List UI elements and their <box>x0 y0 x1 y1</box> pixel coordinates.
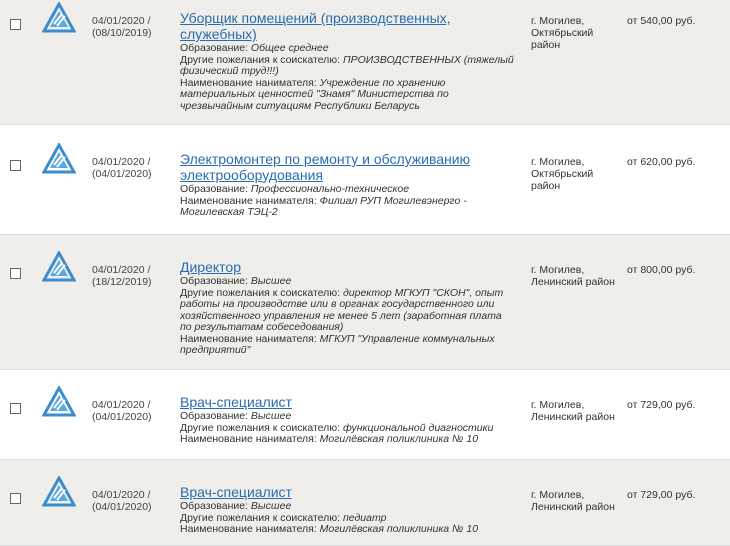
date-created: (18/12/2019) <box>92 276 152 288</box>
salary: от 729,00 руб. <box>627 489 696 501</box>
vacancy-title[interactable]: Врач-специалист <box>180 394 292 410</box>
logo <box>41 474 77 513</box>
detail-line: Образование: Высшее <box>180 410 515 423</box>
detail-value: Профессионально-техническое <box>250 183 410 195</box>
detail-line: Наименование нанимателя: Филиал РУП Моги… <box>180 194 515 219</box>
detail-line: Образование: Общее среднее <box>180 42 515 55</box>
detail-label: Другие пожелания к соискателю: <box>180 286 341 299</box>
logo <box>41 0 77 39</box>
city: г. Могилев, Ленинский район <box>531 264 615 288</box>
detail-line: Наименование нанимателя: Могилёвская пол… <box>180 523 515 536</box>
date-published: 04/01/2020 / <box>92 15 151 27</box>
detail-value: педиатр <box>342 511 387 524</box>
vacancy-title[interactable]: Электромонтер по ремонту и обслуживанию … <box>180 151 471 183</box>
detail-label: Образование: <box>180 500 248 512</box>
detail-line: Образование: Высшее <box>180 275 515 288</box>
vacancy-row: 04/01/2020 /(04/01/2020) Электромонтер по… <box>0 125 730 235</box>
detail-value: функциональной диагностики <box>342 421 494 434</box>
checkbox[interactable] <box>10 403 21 414</box>
date-created: (04/01/2020) <box>92 501 152 513</box>
salary: от 540,00 руб. <box>627 15 696 27</box>
logo <box>41 384 77 423</box>
detail-label: Наименование нанимателя: <box>180 523 317 535</box>
detail-value: МГКУП "Управление коммунальных предприят… <box>180 332 495 356</box>
detail-label: Наименование нанимателя: <box>180 433 317 445</box>
vacancy-title[interactable]: Уборщик помещений (производственных, слу… <box>180 10 451 42</box>
date-created: (08/10/2019) <box>92 27 152 39</box>
detail-label: Наименование нанимателя: <box>180 194 317 207</box>
detail-line: Наименование нанимателя: Могилёвская пол… <box>180 433 515 446</box>
detail-value: ПРОИЗВОДСТВЕННЫХ (тяжелый физический тру… <box>180 53 514 77</box>
detail-label: Другие пожелания к соискателю: <box>180 511 341 524</box>
date-published: 04/01/2020 / <box>92 264 151 276</box>
detail-value: Высшее <box>250 410 292 422</box>
detail-value: Высшее <box>250 275 292 287</box>
detail-value: Общее среднее <box>250 42 329 54</box>
detail-line: Другие пожелания к соискателю: педиатр <box>180 511 515 525</box>
logo <box>41 249 77 288</box>
checkbox[interactable] <box>10 160 21 171</box>
date-published: 04/01/2020 / <box>92 399 151 411</box>
date-published: 04/01/2020 / <box>92 156 151 168</box>
date-created: (04/01/2020) <box>92 411 152 423</box>
detail-value: директор МГКУП "СКОН", опыт работы на пр… <box>180 286 504 333</box>
vacancy-info: Директор Образование: Высшее Другие пожела… <box>180 259 515 357</box>
vacancy-info: Электромонтер по ремонту и обслуживанию … <box>180 151 515 219</box>
detail-label: Наименование нанимателя: <box>180 332 317 345</box>
city: г. Могилев, Ленинский район <box>531 489 615 513</box>
vacancy-row: 04/01/2020 /(04/01/2020) Врач-специалист О… <box>0 370 730 460</box>
detail-value: Могилёвская поликлиника № 10 <box>319 433 479 445</box>
detail-value: Высшее <box>250 500 292 512</box>
detail-line: Другие пожелания к соискателю: ПРОИЗВОДС… <box>180 53 515 78</box>
logo <box>41 141 77 180</box>
detail-line: Наименование нанимателя: МГКУП "Управлен… <box>180 332 515 357</box>
city: г. Могилев, Ленинский район <box>531 399 615 423</box>
salary: от 620,00 руб. <box>627 156 696 168</box>
vacancy-info: Врач-специалист Образование: Высшее Другие… <box>180 394 515 446</box>
vacancy-title[interactable]: Врач-специалист <box>180 484 292 500</box>
salary: от 729,00 руб. <box>627 399 696 411</box>
detail-label: Образование: <box>180 275 248 287</box>
date: 04/01/2020 /(04/01/2020) <box>92 399 152 423</box>
detail-line: Другие пожелания к соискателю: функциона… <box>180 421 515 435</box>
checkbox[interactable] <box>10 19 21 30</box>
date-created: (04/01/2020) <box>92 168 152 180</box>
date: 04/01/2020 /(04/01/2020) <box>92 156 152 180</box>
vacancy-row: 04/01/2020 /(04/01/2020) Врач-специалист О… <box>0 460 730 546</box>
detail-label: Другие пожелания к соискателю: <box>180 53 341 66</box>
detail-label: Образование: <box>180 410 248 422</box>
date: 04/01/2020 /(08/10/2019) <box>92 15 152 39</box>
vacancy-info: Врач-специалист Образование: Высшее Другие… <box>180 484 515 536</box>
vacancy-info: Уборщик помещений (производственных, слу… <box>180 10 515 112</box>
vacancy-row: 04/01/2020 /(08/10/2019) Уборщик помещени… <box>0 0 730 125</box>
city: г. Могилев, Октябрьский район <box>531 156 594 192</box>
detail-line: Наименование нанимателя: Учреждение по х… <box>180 76 515 113</box>
checkbox[interactable] <box>10 268 21 279</box>
date: 04/01/2020 /(04/01/2020) <box>92 489 152 513</box>
detail-line: Другие пожелания к соискателю: директор … <box>180 286 515 334</box>
checkbox[interactable] <box>10 493 21 504</box>
detail-label: Другие пожелания к соискателю: <box>180 421 341 434</box>
salary: от 800,00 руб. <box>627 264 696 276</box>
date: 04/01/2020 /(18/12/2019) <box>92 264 152 288</box>
city: г. Могилев, Октябрьский район <box>531 15 594 51</box>
detail-value: Филиал РУП Могилевэнерго - Могилевская Т… <box>180 194 467 218</box>
vacancy-row: 04/01/2020 /(18/12/2019) Директор Образова… <box>0 235 730 370</box>
detail-label: Образование: <box>180 183 248 195</box>
detail-label: Наименование нанимателя: <box>180 76 317 89</box>
detail-line: Образование: Высшее <box>180 500 515 513</box>
date-published: 04/01/2020 / <box>92 489 151 501</box>
detail-label: Образование: <box>180 42 248 54</box>
vacancy-title[interactable]: Директор <box>180 259 241 275</box>
detail-value: Учреждение по хранению материальных ценн… <box>180 76 449 112</box>
detail-value: Могилёвская поликлиника № 10 <box>319 523 479 535</box>
detail-line: Образование: Профессионально-техническое <box>180 183 515 196</box>
